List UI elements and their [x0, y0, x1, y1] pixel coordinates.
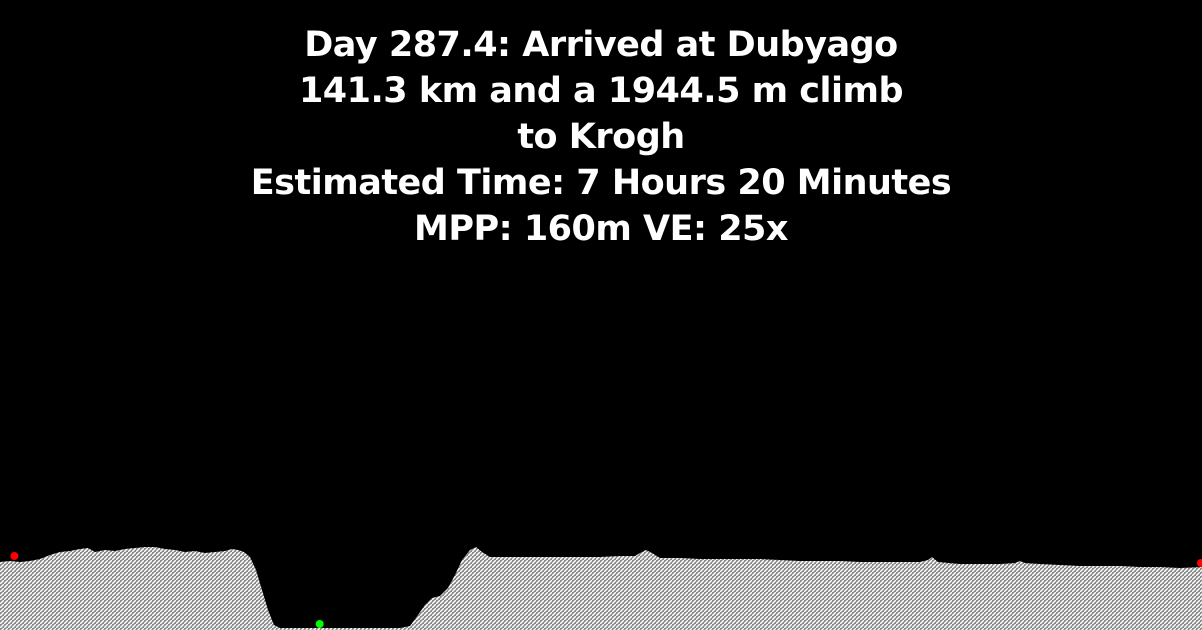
caption-distance-climb: 141.3 km and a 1944.5 m climb — [298, 71, 904, 111]
end-marker — [1197, 559, 1202, 567]
caption-scale-info: MPP: 160m VE: 25x — [414, 209, 789, 249]
route-caption: Day 287.4: Arrived at Dubyago 141.3 km a… — [0, 22, 1202, 252]
caption-day-arrival: Day 287.4: Arrived at Dubyago — [304, 25, 898, 65]
caption-destination: to Krogh — [517, 117, 685, 157]
current-position-marker — [315, 620, 324, 628]
terrain-profile-area — [0, 547, 1202, 630]
start-marker — [10, 552, 19, 560]
caption-estimated-time: Estimated Time: 7 Hours 20 Minutes — [250, 163, 952, 203]
